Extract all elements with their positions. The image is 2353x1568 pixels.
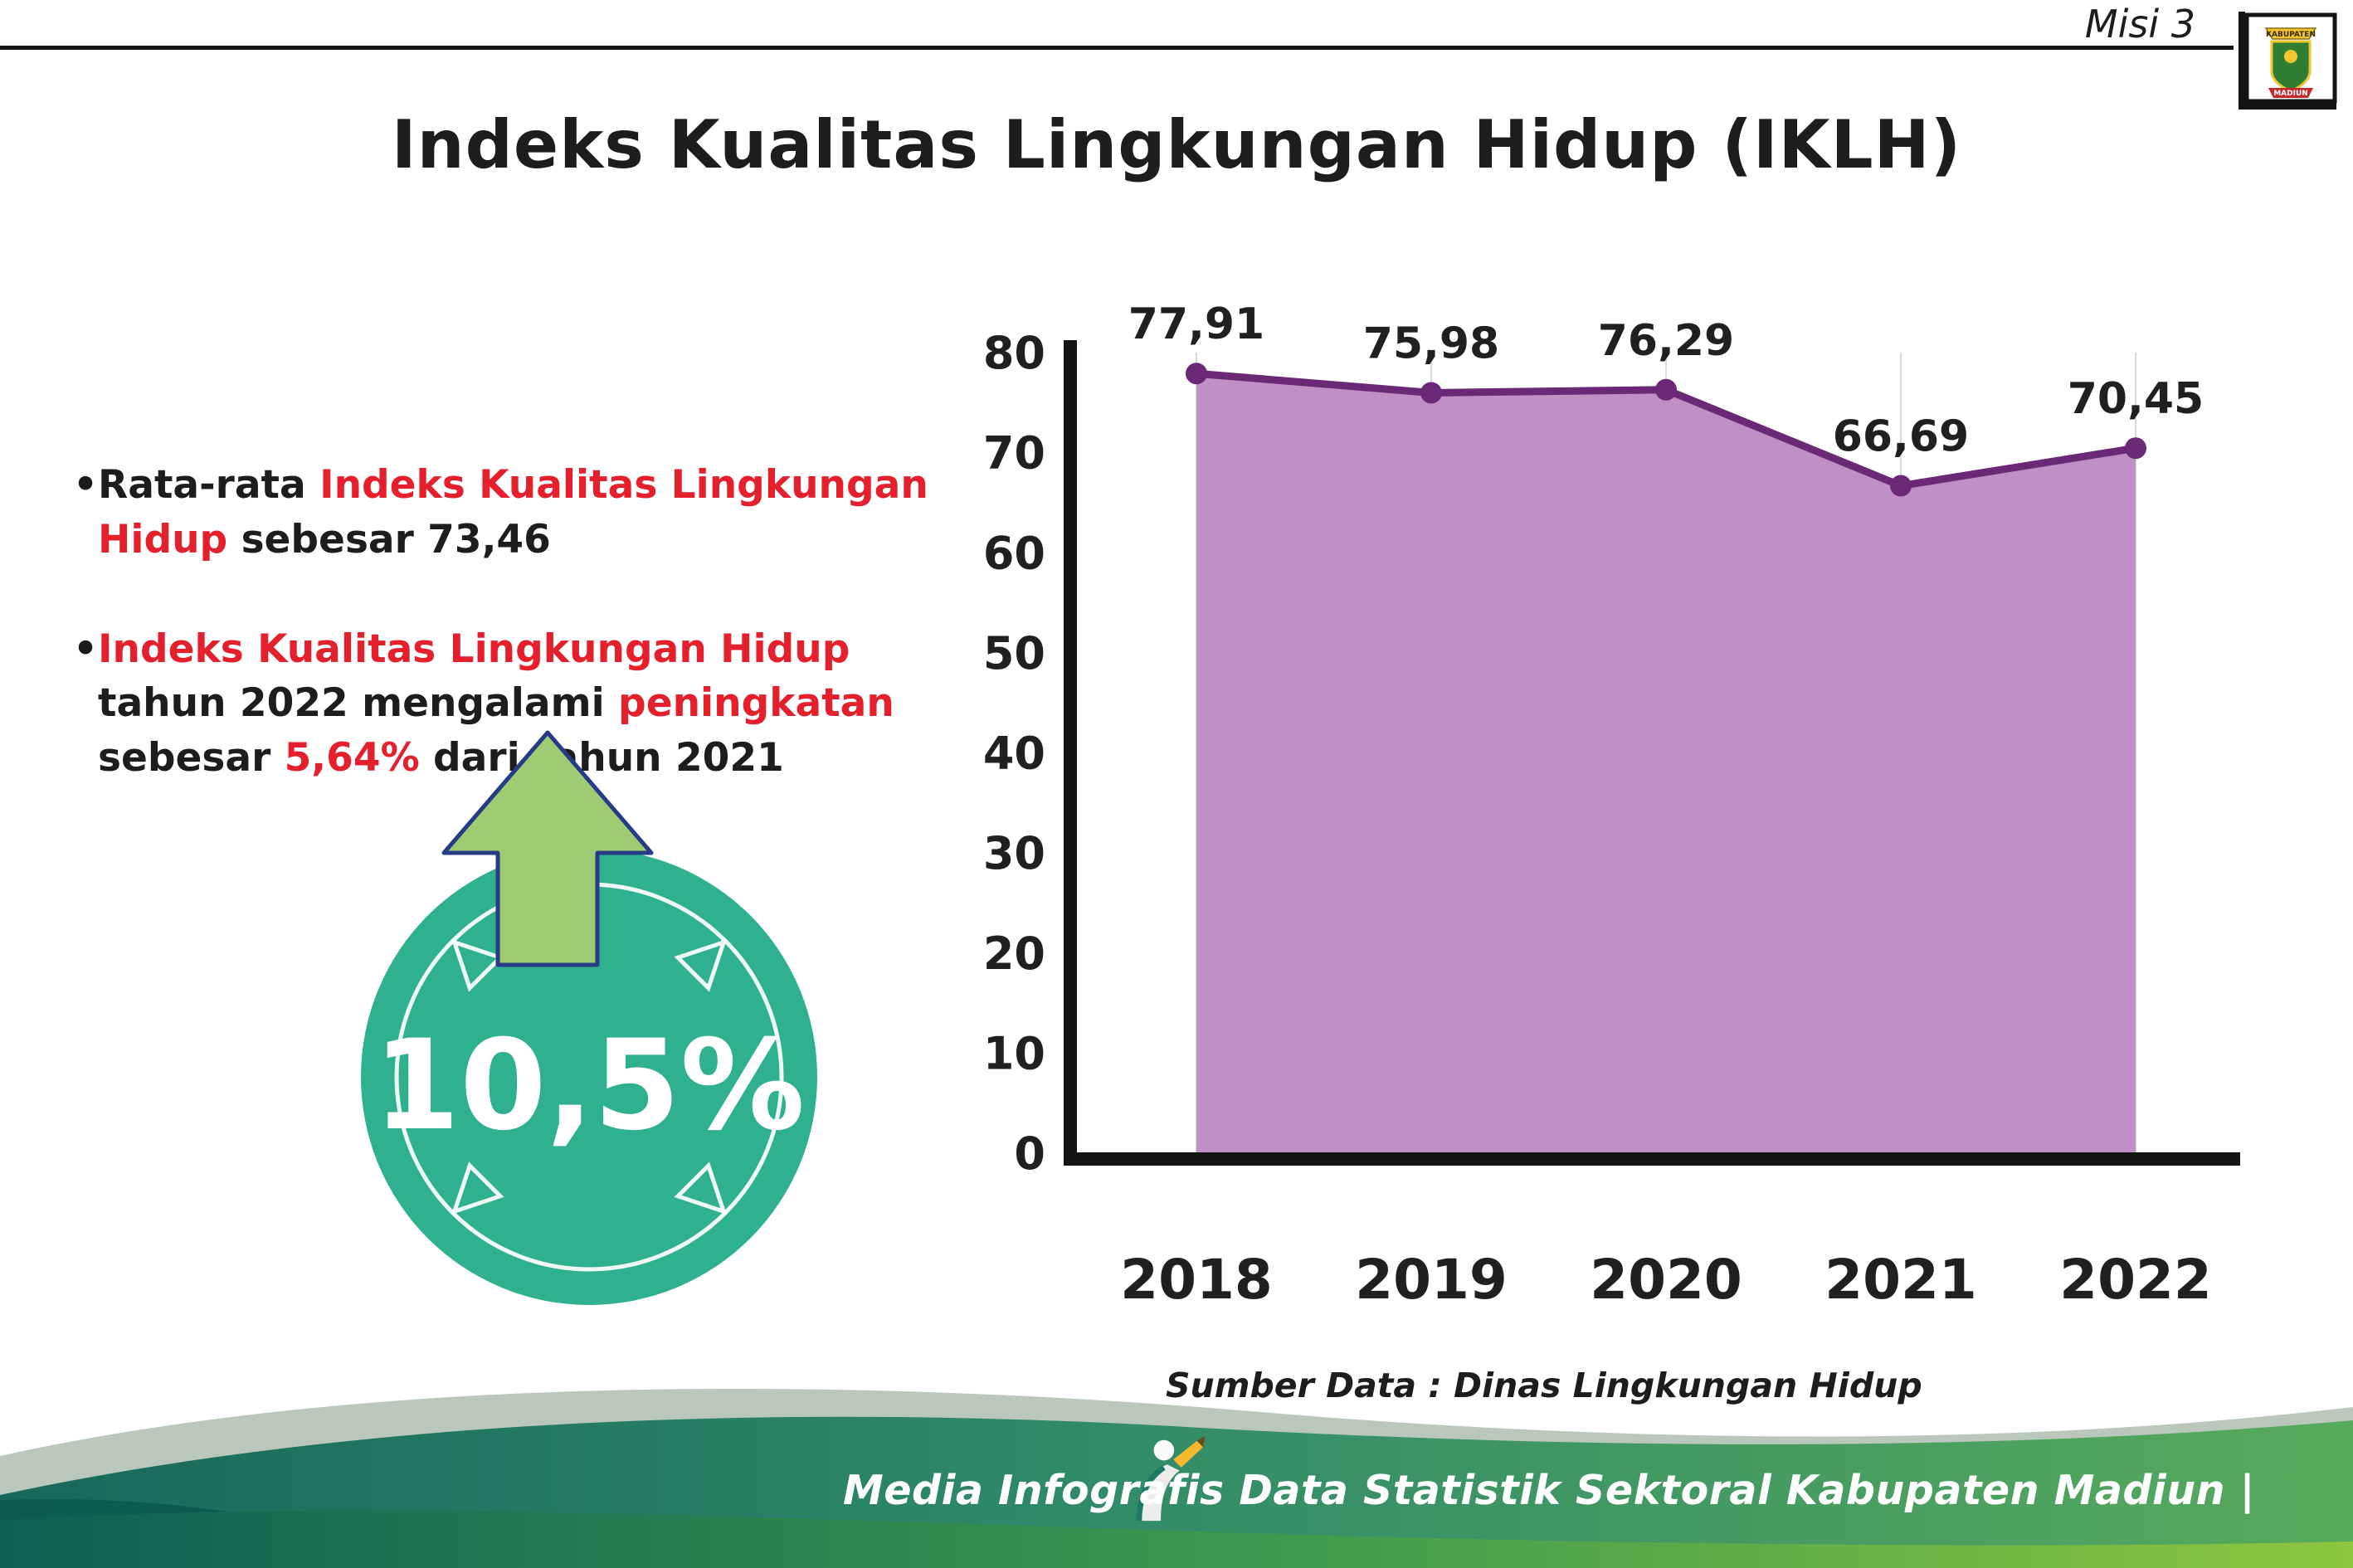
- triangle-ornament: [451, 938, 504, 992]
- triangle-ornament: [674, 1161, 728, 1215]
- kabupaten-madiun-logo: KABUPATEN MADIUN: [2239, 8, 2340, 110]
- bullet-text-segment: 5,64%: [284, 735, 420, 782]
- value-label: 77,91: [1128, 299, 1264, 349]
- bullet-item: •Indeks Kualitas Lingkungan Hidup tahun …: [73, 622, 982, 786]
- bullet-marker: •: [73, 626, 99, 672]
- footer-waves: [0, 1388, 2353, 1568]
- bullet-text-segment: Indeks Kualitas Lingkungan Hidup: [98, 462, 928, 562]
- y-tick-label: 40: [983, 728, 1045, 780]
- bullet-text-segment: Indeks Kualitas Lingkungan Hidup: [98, 626, 850, 672]
- footer-wave-bottom: [0, 1511, 2353, 1568]
- page-title: Indeks Kualitas Lingkungan Hidup (IKLH): [391, 106, 1962, 183]
- bullet-text-segment: Rata-rata: [98, 462, 320, 508]
- footer-credit: Media Infografis Data Statistik Sektoral…: [843, 1467, 2255, 1514]
- growth-percentage: 10,5%: [373, 1014, 805, 1158]
- y-tick-label: 30: [983, 827, 1045, 879]
- value-label: 70,45: [2068, 374, 2204, 424]
- logo-frame: KABUPATEN MADIUN: [2239, 12, 2337, 110]
- x-axis-label: 2019: [1355, 1248, 1508, 1312]
- chart-point: [1655, 378, 1677, 401]
- triangle-ornament: [451, 1161, 504, 1215]
- y-tick-label: 70: [983, 427, 1045, 480]
- chart-point: [2125, 437, 2146, 460]
- logo-banner-top: [2264, 27, 2317, 40]
- triangle-ornament: [674, 938, 728, 992]
- bullet-list: •Rata-rata Indeks Kualitas Lingkungan Hi…: [73, 458, 982, 840]
- value-label: 75,98: [1363, 319, 1499, 368]
- chart-point: [1186, 363, 1207, 385]
- misi-label: Misi 3: [2084, 2, 2195, 46]
- growth-badge: 10,5%: [361, 730, 817, 1305]
- logo-l-border: [2239, 12, 2336, 110]
- chart-point: [1420, 382, 1442, 404]
- y-tick-label: 50: [983, 627, 1045, 679]
- y-tick-label: 20: [983, 928, 1045, 980]
- data-source-caption: Sumber Data : Dinas Lingkungan Hidup: [1166, 1366, 1922, 1405]
- y-tick-label: 10: [983, 1027, 1045, 1079]
- bullet-text-segment: sebesar: [98, 735, 285, 782]
- logo-banner-bottom: [2268, 88, 2313, 98]
- bullet-marker: •: [73, 462, 99, 508]
- bullet-text-segment: peningkatan: [618, 680, 894, 727]
- header-divider: [0, 46, 2234, 50]
- logo-banner-bottom-text: MADIUN: [2273, 90, 2308, 98]
- x-axis-label: 2021: [1824, 1248, 1977, 1312]
- y-tick-label: 60: [983, 527, 1045, 579]
- value-label: 66,69: [1833, 412, 1969, 462]
- bullet-item: •Rata-rata Indeks Kualitas Lingkungan Hi…: [73, 458, 982, 567]
- bullet-text-segment: tahun 2022 mengalami: [98, 680, 619, 727]
- mascot-icon: [1136, 1436, 1205, 1522]
- y-tick-label: 0: [1014, 1127, 1045, 1180]
- bullet-text-segment: sebesar 73,46: [227, 516, 551, 562]
- growth-circle: [361, 849, 817, 1305]
- x-axis-label: 2020: [1590, 1248, 1742, 1312]
- chart-area: [1196, 373, 2136, 1153]
- iklh-area-chart: 77,91 75,98 76,29 66,69 70,45 0 10 20 30 40 50 60 70…: [983, 299, 2240, 1312]
- x-axis-label: 2022: [2059, 1248, 2212, 1312]
- x-axis-label: 2018: [1120, 1248, 1273, 1312]
- chart-container: 77,91 75,98 76,29 66,69 70,45 0 10 20 30 40 50 60 70…: [979, 282, 2323, 1352]
- up-arrow-icon: [441, 730, 654, 967]
- logo-emblem: [2284, 50, 2297, 63]
- y-tick-label: 80: [983, 327, 1045, 379]
- value-label: 76,29: [1598, 316, 1734, 366]
- logo-shield: [2270, 40, 2312, 93]
- logo-banner-top-text: KABUPATEN: [2266, 31, 2316, 39]
- chart-point: [1890, 475, 1912, 497]
- bullet-text-segment: dari tahun 2021: [419, 735, 784, 782]
